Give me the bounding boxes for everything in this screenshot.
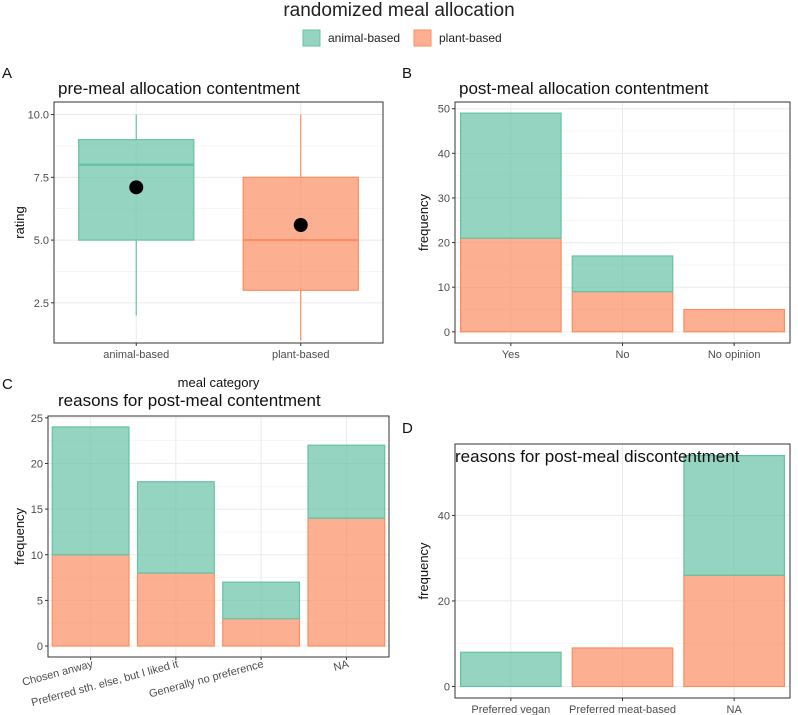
x-tick-label: NA [332, 658, 351, 674]
y-tick-label: 10.0 [28, 110, 49, 122]
panel-border [454, 101, 791, 344]
panel-title: pre-meal allocation contentment [58, 79, 300, 98]
bar-animal-based [51, 426, 130, 556]
x-axis-title: meal category [178, 375, 260, 390]
y-tick-label: 50 [438, 104, 450, 116]
y-tick-label: 0 [444, 681, 450, 693]
y-tick-label: 15 [31, 504, 43, 516]
bar-plant-based [51, 554, 130, 647]
bar-plant-based [571, 291, 674, 333]
bar-plant-based [459, 237, 562, 333]
y-tick-label: 5 [37, 595, 43, 607]
bar-plant-based [571, 647, 674, 688]
panel-a: 2.5 5.0 7.5 10.0 animal-based plant-based Apre… [2, 65, 384, 390]
panel-border [53, 101, 384, 344]
legend-label-animal-based: animal-based [328, 31, 400, 45]
x-tick-label: No [615, 349, 629, 361]
x-tick-label: Preferred vegan [471, 704, 550, 715]
panel-letter: D [402, 420, 413, 437]
x-tick-label: plant-based [272, 349, 330, 361]
panel-title: reasons for post-meal discontentment [455, 447, 740, 466]
y-tick-label: 25 [31, 413, 43, 425]
panel-border [454, 443, 791, 699]
y-tick-label: 20 [438, 596, 450, 608]
y-tick-label: 10 [31, 550, 43, 562]
bar-animal-based [222, 581, 301, 620]
bar-animal-based [571, 255, 674, 293]
x-tick-label: NA [727, 704, 743, 715]
panel-letter: B [402, 65, 412, 82]
bar-animal-based [459, 651, 562, 688]
y-tick-label: 20 [438, 238, 450, 250]
legend-key-plant-based [413, 29, 432, 47]
panel-title: post-meal allocation contentment [459, 79, 709, 98]
panel-title: reasons for post-meal contentment [58, 391, 321, 410]
panel-letter: A [2, 65, 12, 82]
y-tick-label: 0 [444, 327, 450, 339]
bar-plant-based [136, 572, 215, 647]
x-tick-label: No opinion [708, 349, 761, 361]
panel-border [47, 415, 390, 658]
bar-animal-based [459, 112, 562, 239]
y-tick-label: 40 [438, 148, 450, 160]
bar-plant-based [683, 574, 786, 688]
bar-animal-based [683, 454, 786, 576]
bar-plant-based [307, 517, 386, 647]
y-tick-label: 40 [438, 510, 450, 522]
y-tick-label: 5.0 [34, 235, 49, 247]
x-tick-label: Preferred sth. else, but I liked it [30, 658, 180, 709]
legend-label-plant-based: plant-based [439, 31, 502, 45]
y-axis-title: frequency [416, 193, 431, 251]
bar-animal-based [307, 444, 386, 519]
bar-plant-based [222, 618, 301, 647]
y-axis-title: frequency [12, 507, 27, 565]
bar-plant-based [683, 308, 786, 333]
legend-title: randomized meal allocation [283, 0, 514, 21]
y-axis-title: frequency [416, 542, 431, 600]
y-tick-label: 0 [37, 641, 43, 653]
box-plant-based [242, 176, 359, 291]
legend-key-animal-based [302, 29, 321, 47]
x-tick-label: animal-based [103, 349, 169, 361]
panel-d: 0 20 40 Preferred vegan Preferred meat-based… [402, 420, 791, 715]
y-tick-label: 7.5 [34, 172, 49, 184]
x-tick-label: Yes [502, 349, 520, 361]
y-tick-label: 20 [31, 458, 43, 470]
x-tick-label: Preferred meat-based [569, 704, 676, 715]
y-tick-label: 30 [438, 193, 450, 205]
y-tick-label: 2.5 [34, 298, 49, 310]
panel-letter: C [2, 376, 13, 393]
mean-point [129, 180, 144, 195]
y-tick-label: 10 [438, 282, 450, 294]
bar-animal-based [136, 481, 215, 574]
y-axis-title: rating [12, 206, 27, 239]
mean-point [293, 218, 308, 233]
